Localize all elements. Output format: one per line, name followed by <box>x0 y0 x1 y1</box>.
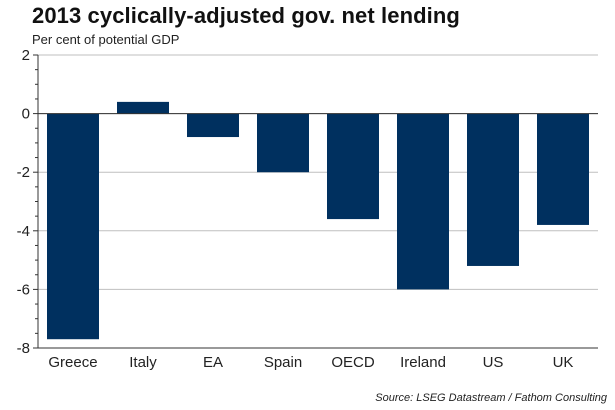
x-tick-label-us: US <box>483 354 504 371</box>
axes <box>33 54 598 349</box>
source-note: Source: LSEG Datastream / Fathom Consult… <box>375 392 607 404</box>
bar-ireland <box>397 113 449 290</box>
y-tick-label-2: 2 <box>22 47 30 64</box>
x-tick-label-spain: Spain <box>264 354 302 371</box>
bar-greece <box>47 113 99 340</box>
bar-ea <box>187 113 239 138</box>
x-tick-label-uk: UK <box>553 354 574 371</box>
x-tick-labels: Greece Italy EA Spain OECD Ireland US UK <box>48 354 573 371</box>
y-tick-label-minus-4: -4 <box>17 223 30 240</box>
y-tick-label-0: 0 <box>22 106 30 123</box>
x-tick-label-ireland: Ireland <box>400 354 446 371</box>
y-tick-label-minus-2: -2 <box>17 164 30 181</box>
chart-title: 2013 cyclically-adjusted gov. net lendin… <box>32 3 460 28</box>
bar-us <box>467 113 519 266</box>
x-tick-label-greece: Greece <box>48 354 97 371</box>
y-tick-label-minus-6: -6 <box>17 281 30 298</box>
y-tick-label-minus-8: -8 <box>17 340 30 357</box>
x-tick-label-ea: EA <box>203 354 223 371</box>
x-tick-label-italy: Italy <box>129 354 157 371</box>
x-tick-label-oecd: OECD <box>331 354 375 371</box>
bar-oecd <box>327 113 379 220</box>
bar-series <box>47 101 589 340</box>
bar-italy <box>117 101 169 114</box>
chart-subtitle: Per cent of potential GDP <box>32 32 180 47</box>
y-tick-labels: 2 0 -2 -4 -6 -8 <box>17 47 30 357</box>
bar-uk <box>537 113 589 225</box>
bar-spain <box>257 113 309 173</box>
